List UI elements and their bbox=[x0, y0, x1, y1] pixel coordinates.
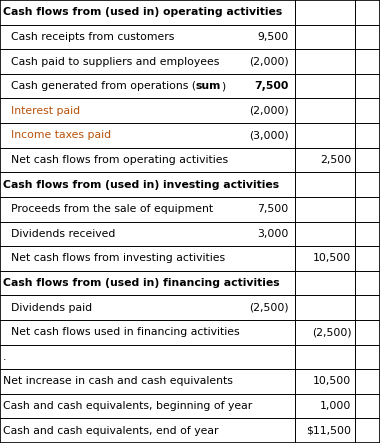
Text: ): ) bbox=[221, 81, 225, 91]
Text: Cash flows from (used in) operating activities: Cash flows from (used in) operating acti… bbox=[3, 7, 282, 17]
Text: (2,500): (2,500) bbox=[312, 327, 352, 337]
Text: 10,500: 10,500 bbox=[313, 377, 352, 386]
Text: .: . bbox=[3, 352, 6, 362]
Text: 9,500: 9,500 bbox=[258, 32, 289, 42]
Text: (2,500): (2,500) bbox=[249, 303, 289, 313]
Text: 1,000: 1,000 bbox=[320, 401, 352, 411]
Text: Cash and cash equivalents, beginning of year: Cash and cash equivalents, beginning of … bbox=[3, 401, 252, 411]
Text: Net cash flows used in financing activities: Net cash flows used in financing activit… bbox=[11, 327, 239, 337]
Text: Cash and cash equivalents, end of year: Cash and cash equivalents, end of year bbox=[3, 426, 218, 436]
Text: Net cash flows from operating activities: Net cash flows from operating activities bbox=[11, 155, 228, 165]
Text: Interest paid: Interest paid bbox=[11, 106, 80, 116]
Text: 7,500: 7,500 bbox=[255, 81, 289, 91]
Text: 2,500: 2,500 bbox=[320, 155, 352, 165]
Text: Net increase in cash and cash equivalents: Net increase in cash and cash equivalent… bbox=[3, 377, 233, 386]
Text: Dividends received: Dividends received bbox=[11, 229, 115, 239]
Text: 3,000: 3,000 bbox=[257, 229, 289, 239]
Text: (3,000): (3,000) bbox=[249, 130, 289, 140]
Text: (2,000): (2,000) bbox=[249, 106, 289, 116]
Text: Proceeds from the sale of equipment: Proceeds from the sale of equipment bbox=[11, 204, 213, 214]
Text: 10,500: 10,500 bbox=[313, 253, 352, 264]
Text: (2,000): (2,000) bbox=[249, 57, 289, 66]
Text: Cash flows from (used in) investing activities: Cash flows from (used in) investing acti… bbox=[3, 179, 279, 190]
Text: Cash flows from (used in) financing activities: Cash flows from (used in) financing acti… bbox=[3, 278, 280, 288]
Text: Cash generated from operations (: Cash generated from operations ( bbox=[11, 81, 196, 91]
Text: Dividends paid: Dividends paid bbox=[11, 303, 92, 313]
Text: Cash paid to suppliers and employees: Cash paid to suppliers and employees bbox=[11, 57, 219, 66]
Text: 7,500: 7,500 bbox=[258, 204, 289, 214]
Text: sum: sum bbox=[196, 81, 221, 91]
Text: Cash receipts from customers: Cash receipts from customers bbox=[11, 32, 174, 42]
Text: Net cash flows from investing activities: Net cash flows from investing activities bbox=[11, 253, 225, 264]
Text: $11,500: $11,500 bbox=[307, 426, 352, 436]
Text: Income taxes paid: Income taxes paid bbox=[11, 130, 111, 140]
